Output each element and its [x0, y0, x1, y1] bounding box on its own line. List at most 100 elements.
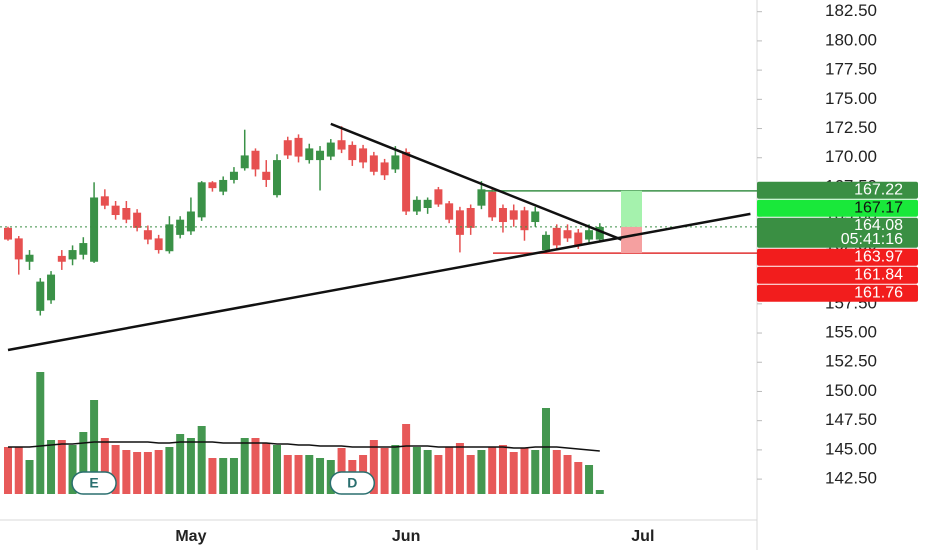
volume-bar [337, 448, 346, 494]
volume-bar [552, 450, 561, 494]
position-profit [621, 190, 642, 227]
volume-bar [111, 445, 120, 494]
candle-body [423, 199, 432, 208]
volume-bar [402, 424, 411, 494]
price-label: 167.17 [854, 199, 903, 216]
volume-bar [369, 440, 378, 494]
candle-body [143, 230, 152, 240]
price-label-box [757, 284, 918, 302]
price-label-box [757, 217, 918, 248]
volume-bar [229, 458, 238, 494]
trend-line [7, 212, 751, 352]
price-label-box [757, 266, 918, 284]
candle-body [283, 140, 292, 156]
volume-bar [574, 462, 583, 494]
price-label-box [757, 181, 918, 199]
candle-body [316, 150, 325, 161]
volume-bar [219, 458, 228, 494]
volume-bar [316, 458, 325, 494]
volume-bar [154, 450, 163, 494]
event-label: D [347, 475, 357, 491]
candle-body [197, 182, 206, 218]
volume-bar [100, 438, 109, 494]
y-tick-label: 150.00 [825, 381, 877, 400]
price-label-box [757, 199, 918, 217]
volume-bar [412, 447, 421, 494]
candle-body [348, 144, 357, 161]
volume-bar [423, 450, 432, 494]
volume-bar [434, 455, 443, 494]
candle-body [14, 238, 23, 260]
candle-body [326, 142, 335, 157]
candle-body [520, 210, 529, 231]
candle-body [57, 255, 66, 262]
y-tick-label: 152.50 [825, 352, 877, 371]
candle-body [466, 208, 475, 228]
y-tick-label: 142.50 [825, 469, 877, 488]
volume-bar [57, 440, 66, 494]
volume-bar [176, 434, 185, 494]
price-label: 163.97 [854, 248, 903, 265]
candle-body [498, 208, 507, 223]
volume-bar [477, 450, 486, 494]
y-tick-label: 145.00 [825, 439, 877, 458]
price-label: 161.76 [854, 284, 903, 301]
x-tick-label: May [175, 528, 206, 545]
candle-body [25, 254, 34, 262]
volume-bar [262, 443, 271, 494]
volume-bar [305, 455, 314, 494]
candle-body [47, 274, 56, 301]
volume-bar [509, 452, 518, 494]
y-tick-label: 147.50 [825, 410, 877, 429]
x-tick-label: Jun [392, 528, 420, 545]
volume-bar [380, 448, 389, 494]
volume-bar [563, 455, 572, 494]
candle-body [229, 171, 238, 180]
price-label: 161.84 [854, 266, 903, 283]
candle-body [90, 197, 99, 262]
y-tick-label: 155.00 [825, 323, 877, 342]
volume-bar [25, 460, 34, 494]
candle-body [445, 203, 454, 220]
price-label-box [757, 248, 918, 266]
volume-bar [542, 408, 550, 494]
countdown-label: 05:41:16 [841, 231, 903, 248]
candle-body [434, 189, 443, 205]
volume-bar [520, 448, 529, 494]
candle-body [391, 155, 400, 170]
volume-bar [326, 460, 335, 494]
y-tick-label: 180.00 [825, 30, 877, 49]
volume-bar [391, 445, 400, 494]
position-loss [621, 226, 642, 254]
volume-bar [455, 443, 464, 494]
volume-bar [283, 455, 292, 494]
candle-body [369, 155, 378, 172]
candle-body [122, 208, 131, 220]
y-tick-label: 170.00 [825, 147, 877, 166]
price-label: 167.22 [854, 181, 903, 198]
candle-body [133, 212, 142, 228]
candle-body [359, 148, 368, 163]
candle-body [477, 189, 486, 206]
volume-bar [186, 438, 195, 494]
volume-bar [47, 440, 56, 494]
candle-body [186, 211, 195, 232]
x-tick-label: Jul [631, 528, 654, 545]
candle-body [585, 230, 594, 240]
volume-bar [240, 438, 249, 494]
y-tick-label: 177.50 [825, 60, 877, 79]
volume-bar [90, 400, 99, 494]
candle-body [563, 230, 572, 239]
price-label: 164.08 [854, 217, 903, 234]
candle-body [402, 151, 411, 212]
volume-bar [165, 447, 174, 494]
candle-body [79, 243, 88, 255]
candle-body [262, 171, 271, 180]
candle-body [154, 238, 163, 251]
candle-body [4, 227, 12, 240]
volume-bar [585, 465, 594, 494]
volume-bar [595, 490, 604, 494]
volume-bar [143, 452, 152, 494]
candle-body [380, 162, 389, 176]
